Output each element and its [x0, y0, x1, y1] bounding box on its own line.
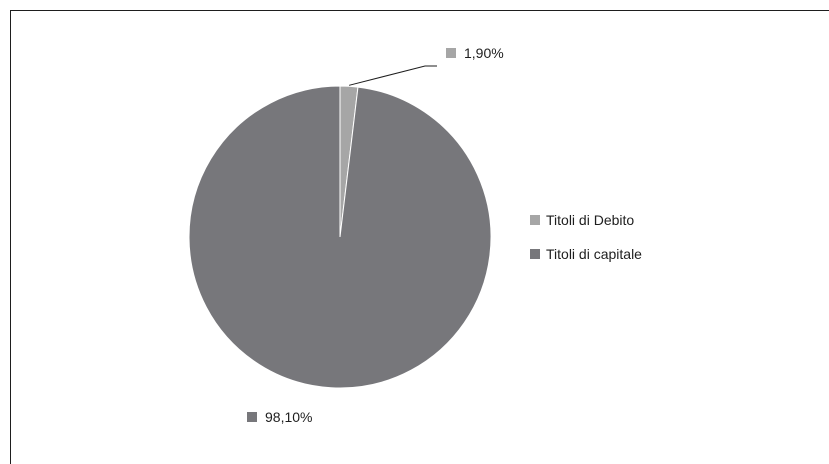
pie-slices: [188, 85, 492, 389]
legend-label-titoli-di-debito: Titoli di Debito: [546, 212, 634, 228]
legend-key-titoli-di-capitale: [530, 249, 540, 259]
legend: Titoli di Debito Titoli di capitale: [530, 212, 642, 262]
data-label-titoli-di-debito: 1,90%: [464, 45, 504, 61]
pie-slice-titoli-di-capitale: [188, 85, 492, 389]
data-labels: 1,90% 98,10%: [247, 45, 504, 425]
legend-label-titoli-di-capitale: Titoli di capitale: [546, 246, 642, 262]
chart-frame: [10, 10, 829, 464]
data-label-titoli-di-capitale: 98,10%: [265, 409, 312, 425]
leader-line: [348, 65, 437, 86]
pie-chart: 1,90% 98,10% Titoli di Debito Titoli di ca…: [188, 45, 642, 425]
data-label-key-titoli-di-debito: [446, 48, 456, 58]
data-label-key-titoli-di-capitale: [247, 412, 257, 422]
legend-key-titoli-di-debito: [530, 215, 540, 225]
